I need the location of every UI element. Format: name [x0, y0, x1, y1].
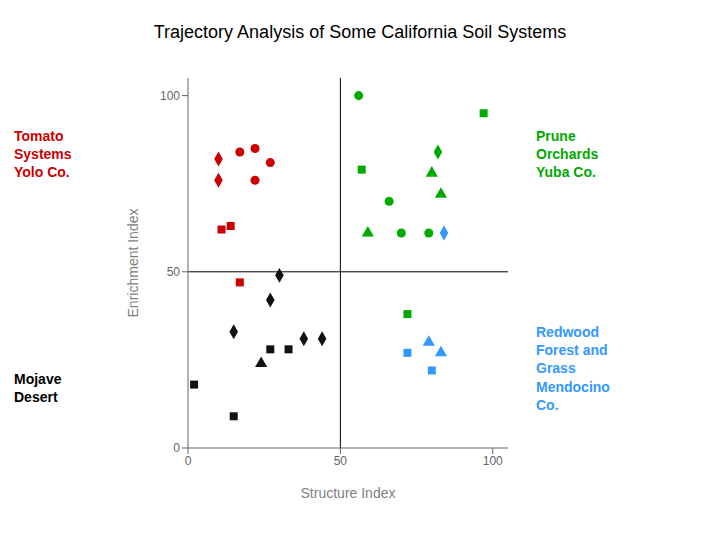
svg-text:50: 50: [334, 454, 348, 468]
html-text:Prune Orchards Yuba Co.: Prune Orchards Yuba Co.: [536, 127, 599, 181]
html-text:Trajectory Analysis of Some Ca: Trajectory Analysis of Some California S…: [153, 22, 567, 42]
svg-text:Enrichment Index: Enrichment Index: [125, 209, 141, 318]
svg-text:0: 0: [173, 441, 180, 455]
html-text:Mojave Desert: Mojave Desert: [14, 370, 62, 405]
svg-text:Structure Index: Structure Index: [301, 485, 396, 501]
svg-text:0: 0: [185, 454, 192, 468]
svg-text:50: 50: [167, 265, 181, 279]
svg-text:100: 100: [160, 89, 180, 103]
html-text:Redwood Forest and Grass Mendo: Redwood Forest and Grass Mendocino Co.: [536, 323, 610, 413]
svg-text:100: 100: [483, 454, 503, 468]
html-text:Tomato Systems Yolo Co.: Tomato Systems Yolo Co.: [14, 127, 72, 181]
